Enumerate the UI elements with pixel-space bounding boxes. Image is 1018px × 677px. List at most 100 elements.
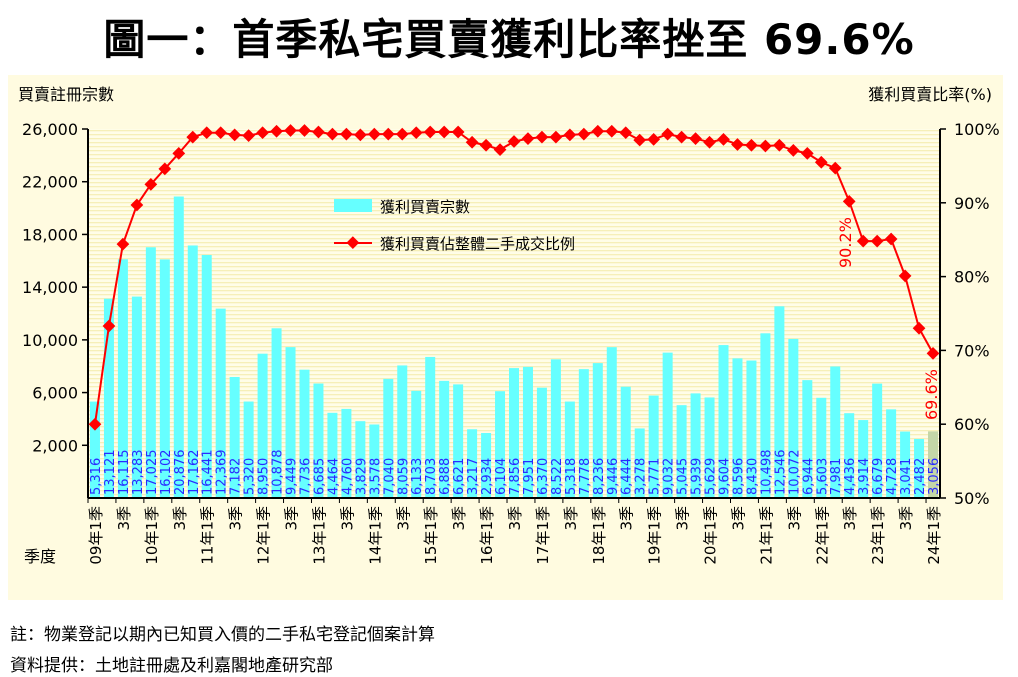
bar-value-label: 6,944	[801, 458, 816, 495]
bar	[830, 366, 841, 498]
bar-value-label: 13,283	[131, 450, 146, 496]
x-tick-label: 3季	[227, 506, 245, 531]
annotation-69-6: 69.6%	[922, 369, 941, 420]
bar	[816, 397, 827, 498]
bar	[928, 431, 939, 498]
bar	[718, 345, 729, 498]
bar-value-label: 9,032	[662, 458, 677, 495]
bar-value-label: 12,546	[773, 450, 788, 496]
bar-value-label: 16,115	[117, 450, 132, 496]
bar-value-label: 7,981	[829, 458, 844, 495]
x-tick-label: 11年1季	[199, 506, 217, 565]
bar	[299, 369, 310, 498]
bar	[914, 438, 925, 498]
bar-value-label: 2,482	[913, 458, 928, 495]
bar-value-label: 7,182	[229, 458, 244, 495]
x-tick-label: 3季	[506, 506, 524, 531]
bar	[676, 405, 687, 498]
bar	[578, 369, 589, 498]
bar-value-label: 3,217	[466, 458, 481, 495]
bar-value-label: 7,778	[578, 458, 593, 495]
bar-value-label: 2,934	[480, 458, 495, 495]
ratio-point	[200, 126, 214, 140]
x-tick-label: 15年1季	[422, 506, 440, 565]
bar-value-label: 9,446	[606, 458, 621, 495]
bar	[439, 380, 450, 498]
ratio-point	[130, 198, 144, 212]
bar	[187, 245, 198, 498]
bar	[397, 365, 408, 498]
right-axis-title: 獲利買賣比率(%)	[868, 85, 992, 104]
right-tick-label: 60%	[954, 415, 990, 434]
bar-value-label: 6,133	[410, 458, 425, 495]
x-tick-label: 3季	[841, 506, 859, 531]
x-tick-label: 16年1季	[478, 506, 496, 565]
x-tick-label: 24年1季	[925, 506, 943, 565]
bar-value-label: 6,888	[438, 458, 453, 495]
x-tick-label: 3季	[618, 506, 636, 531]
bar-value-label: 5,316	[89, 458, 104, 495]
bar-value-label: 8,950	[257, 458, 272, 495]
bar	[467, 429, 478, 498]
ratio-point	[395, 127, 409, 141]
bar	[313, 383, 324, 498]
ratio-point	[144, 177, 158, 191]
right-tick-label: 80%	[954, 268, 990, 287]
ratio-point	[88, 417, 102, 431]
bar-value-label: 3,041	[899, 458, 914, 495]
ratio-point	[437, 125, 451, 139]
ratio-point	[172, 146, 186, 160]
bar	[858, 420, 869, 498]
ratio-point	[298, 124, 311, 137]
bar-value-label: 7,951	[522, 458, 537, 495]
bar-value-label: 10,878	[271, 450, 286, 496]
bar	[271, 328, 282, 498]
bar-value-label: 5,771	[648, 458, 663, 495]
bar-value-label: 5,629	[704, 458, 719, 495]
bar	[243, 401, 254, 498]
ratio-point	[381, 127, 395, 141]
chart-title: 圖一：首季私宅買賣獲利比率挫至 69.6%	[103, 15, 915, 64]
ratio-point	[353, 128, 367, 142]
left-tick-label: 14,000	[22, 278, 78, 297]
bar-value-label: 8,059	[396, 458, 411, 495]
x-tick-label: 14年1季	[366, 506, 384, 565]
bar	[522, 366, 533, 498]
bar	[355, 421, 366, 498]
bar-value-label: 8,522	[550, 458, 565, 495]
bar	[550, 359, 561, 498]
bar-value-label: 17,162	[187, 450, 202, 496]
bar-value-label: 9,604	[718, 458, 733, 495]
bar-value-label: 3,056	[927, 458, 942, 495]
bar	[341, 408, 352, 498]
left-tick-label: 10,000	[22, 331, 78, 350]
bar	[592, 363, 603, 498]
x-tick-label: 20年1季	[702, 506, 720, 565]
x-tick-label: 3季	[674, 506, 692, 531]
bar	[704, 397, 715, 498]
bar-value-label: 20,876	[173, 450, 188, 496]
ratio-point	[284, 124, 297, 137]
x-tick-label: 3季	[450, 506, 468, 531]
ratio-point	[158, 162, 172, 176]
bar-value-label: 7,856	[508, 458, 523, 495]
bar	[495, 391, 506, 498]
bar	[732, 358, 743, 498]
ratio-point	[479, 138, 493, 152]
ratio-point	[312, 125, 325, 139]
bar	[564, 401, 575, 498]
ratio-point	[102, 319, 116, 333]
bar	[844, 413, 855, 498]
bar	[536, 387, 547, 498]
right-tick-label: 90%	[954, 194, 990, 213]
bar	[648, 395, 659, 498]
bar	[774, 306, 785, 498]
bar-value-label: 4,728	[885, 458, 900, 495]
bar	[509, 368, 519, 498]
bar	[369, 424, 380, 498]
x-tick-label: 3季	[562, 506, 580, 531]
x-tick-label: 12年1季	[255, 506, 273, 565]
left-tick-label: 6,000	[32, 384, 78, 403]
bar-value-label: 8,236	[592, 458, 607, 495]
bar-value-label: 7,736	[298, 458, 313, 495]
